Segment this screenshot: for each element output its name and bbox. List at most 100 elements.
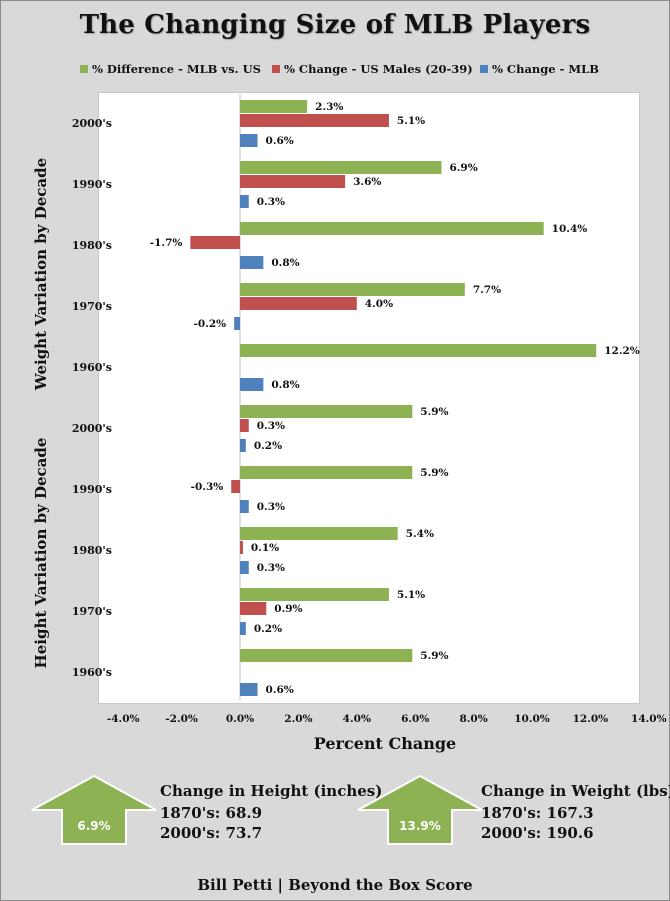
data-label: 0.8% (271, 257, 299, 269)
data-label: 2.3% (315, 101, 343, 113)
data-label: 0.6% (266, 135, 294, 147)
category-label: 1970's (72, 605, 112, 618)
bar-mlb (240, 683, 258, 696)
bar-difference (240, 161, 442, 174)
x-tick-label: -2.0% (165, 713, 198, 725)
legend-label-us-males: % Change - US Males (20-39) (284, 62, 473, 76)
credit-line: Bill Petti | Beyond the Box Score (197, 876, 473, 894)
data-label: 5.9% (420, 406, 448, 418)
bar-mlb (240, 378, 264, 391)
bar-us-males (240, 541, 243, 554)
x-tick-label: 12.0% (573, 713, 609, 725)
data-label: 5.4% (406, 528, 434, 540)
legend-label-mlb: % Change - MLB (492, 62, 599, 76)
x-tick-label: 8.0% (459, 713, 487, 725)
plot-area (98, 92, 640, 704)
bar-mlb (240, 134, 258, 147)
bar-mlb (240, 439, 246, 452)
data-label: 0.3% (257, 420, 285, 432)
data-label: 0.2% (254, 623, 282, 635)
data-label: 3.6% (353, 176, 381, 188)
category-label: 1970's (72, 300, 112, 313)
height-arrow-icon: 6.9% (31, 774, 157, 845)
x-tick-label: 6.0% (401, 713, 429, 725)
bar-us-males (190, 236, 240, 249)
data-label: -0.3% (191, 481, 224, 493)
category-label: 1990's (72, 483, 112, 496)
category-label: 1990's (72, 178, 112, 191)
height-group-label: Height Variation by Decade (32, 437, 50, 669)
bar-difference (240, 649, 413, 662)
height-2000s: 2000's: 73.7 (160, 824, 263, 842)
x-tick-label: 10.0% (514, 713, 550, 725)
weight-box-title: Change in Weight (lbs) (481, 782, 670, 800)
data-label: 0.6% (266, 684, 294, 696)
bar-us-males (240, 602, 267, 615)
weight-arrow-value: 13.9% (399, 819, 441, 833)
bar-mlb (240, 256, 264, 269)
data-label: 6.9% (449, 162, 477, 174)
x-tick-label: 4.0% (343, 713, 371, 725)
bar-mlb (240, 622, 246, 635)
legend-swatch-us-males (272, 65, 280, 73)
x-tick-label: 0.0% (226, 713, 254, 725)
bar-difference (240, 222, 544, 235)
height-box-title: Change in Height (inches) (160, 782, 383, 800)
data-label: 10.4% (552, 223, 588, 235)
category-label: 1980's (72, 544, 112, 557)
weight-arrow-icon: 13.9% (357, 774, 483, 845)
bar-difference (240, 588, 389, 601)
bar-us-males (240, 114, 389, 127)
height-arrow-value: 6.9% (77, 819, 110, 833)
data-label: 5.9% (420, 650, 448, 662)
category-label: 1980's (72, 239, 112, 252)
bar-us-males (240, 175, 346, 188)
data-label: 12.2% (604, 345, 640, 357)
bar-mlb (234, 317, 240, 330)
x-tick-label: 2.0% (284, 713, 312, 725)
bar-us-males (240, 419, 249, 432)
data-label: -0.2% (194, 318, 227, 330)
weight-group-label: Weight Variation by Decade (32, 157, 50, 391)
data-label: 0.9% (274, 603, 302, 615)
data-label: 0.1% (251, 542, 279, 554)
bar-us-males (240, 297, 357, 310)
bar-mlb (240, 500, 249, 513)
x-tick-label: 14.0% (631, 713, 667, 725)
data-label: 0.2% (254, 440, 282, 452)
weight-1870s: 1870's: 167.3 (481, 804, 594, 822)
data-label: 5.9% (420, 467, 448, 479)
page-title: The Changing Size of MLB Players (79, 10, 591, 40)
x-axis-title: Percent Change (313, 734, 457, 753)
category-label: 1960's (72, 666, 112, 679)
bar-difference (240, 283, 465, 296)
data-label: 7.7% (473, 284, 501, 296)
legend-swatch-difference (80, 65, 88, 73)
legend-item-mlb: % Change - MLB (480, 62, 599, 76)
bar-mlb (240, 561, 249, 574)
data-label: 0.8% (271, 379, 299, 391)
bar-difference (240, 466, 413, 479)
legend-label-difference: % Difference - MLB vs. US (92, 62, 261, 76)
weight-2000s: 2000's: 190.6 (481, 824, 594, 842)
height-1870s: 1870's: 68.9 (160, 804, 263, 822)
bar-us-males (231, 480, 240, 493)
bar-difference (240, 100, 308, 113)
category-label: 2000's (72, 422, 112, 435)
chart-legend: % Difference - MLB vs. US % Change - US … (80, 62, 640, 80)
bar-difference (240, 527, 398, 540)
data-label: 5.1% (397, 115, 425, 127)
bar-difference (240, 344, 597, 357)
category-label: 2000's (72, 117, 112, 130)
legend-item-us-males: % Change - US Males (20-39) (272, 62, 473, 76)
data-label: 0.3% (257, 562, 285, 574)
data-label: 0.3% (257, 501, 285, 513)
bar-mlb (240, 195, 249, 208)
legend-item-difference: % Difference - MLB vs. US (80, 62, 261, 76)
data-label: -1.7% (150, 237, 183, 249)
data-label: 0.3% (257, 196, 285, 208)
legend-swatch-mlb (480, 65, 488, 73)
data-label: 5.1% (397, 589, 425, 601)
category-label: 1960's (72, 361, 112, 374)
